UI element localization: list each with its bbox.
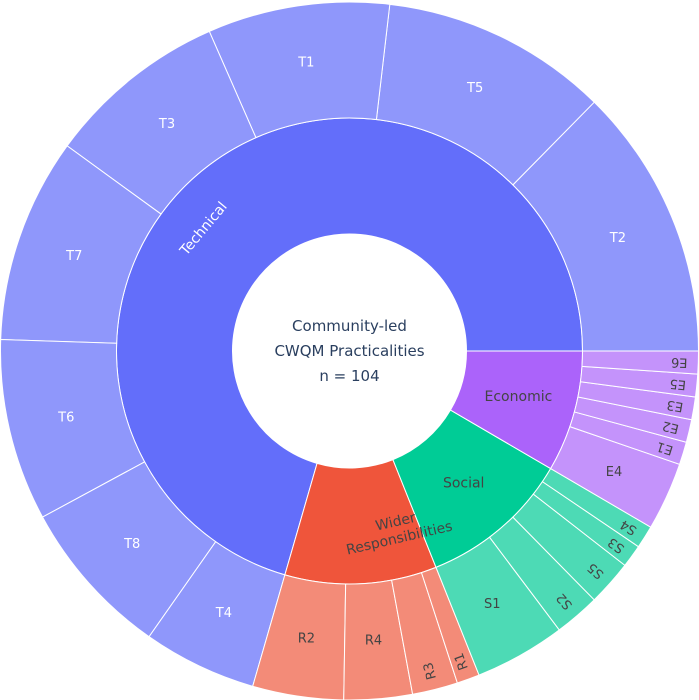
outer-label-e3: E3 (666, 397, 685, 415)
outer-label-r3: R3 (421, 661, 440, 681)
outer-label-t2: T2 (609, 231, 626, 246)
center-line-1: Community-led (292, 317, 407, 335)
outer-label-e2: E2 (661, 418, 681, 436)
outer-label-e6: E6 (671, 354, 688, 370)
outer-label-t3: T3 (158, 117, 175, 132)
outer-label-t8: T8 (123, 537, 140, 552)
inner-ring (116, 117, 584, 585)
inner-label-social: Social (443, 476, 485, 492)
outer-label-e1: E1 (655, 438, 675, 457)
outer-label-t6: T6 (57, 410, 74, 425)
inner-label-economic: Economic (485, 389, 553, 405)
outer-label-e4: E4 (606, 465, 623, 480)
outer-label-s4: S4 (618, 516, 640, 538)
outer-label-e5: E5 (669, 375, 687, 392)
center-label: Community-led CWQM Practicalities n = 10… (274, 317, 424, 385)
outer-label-s1: S1 (484, 597, 501, 612)
outer-label-t4: T4 (215, 606, 232, 621)
outer-label-t1: T1 (297, 56, 314, 71)
outer-segment-e6[interactable] (581, 350, 699, 375)
center-line-2: CWQM Practicalities (274, 342, 424, 360)
outer-label-t7: T7 (65, 249, 82, 264)
outer-label-r2: R2 (298, 631, 315, 646)
center-line-3: n = 104 (319, 367, 379, 385)
center-hole (232, 234, 467, 468)
outer-label-t5: T5 (466, 81, 483, 96)
outer-label-r1: R1 (452, 651, 472, 672)
outer-label-r4: R4 (365, 634, 382, 649)
